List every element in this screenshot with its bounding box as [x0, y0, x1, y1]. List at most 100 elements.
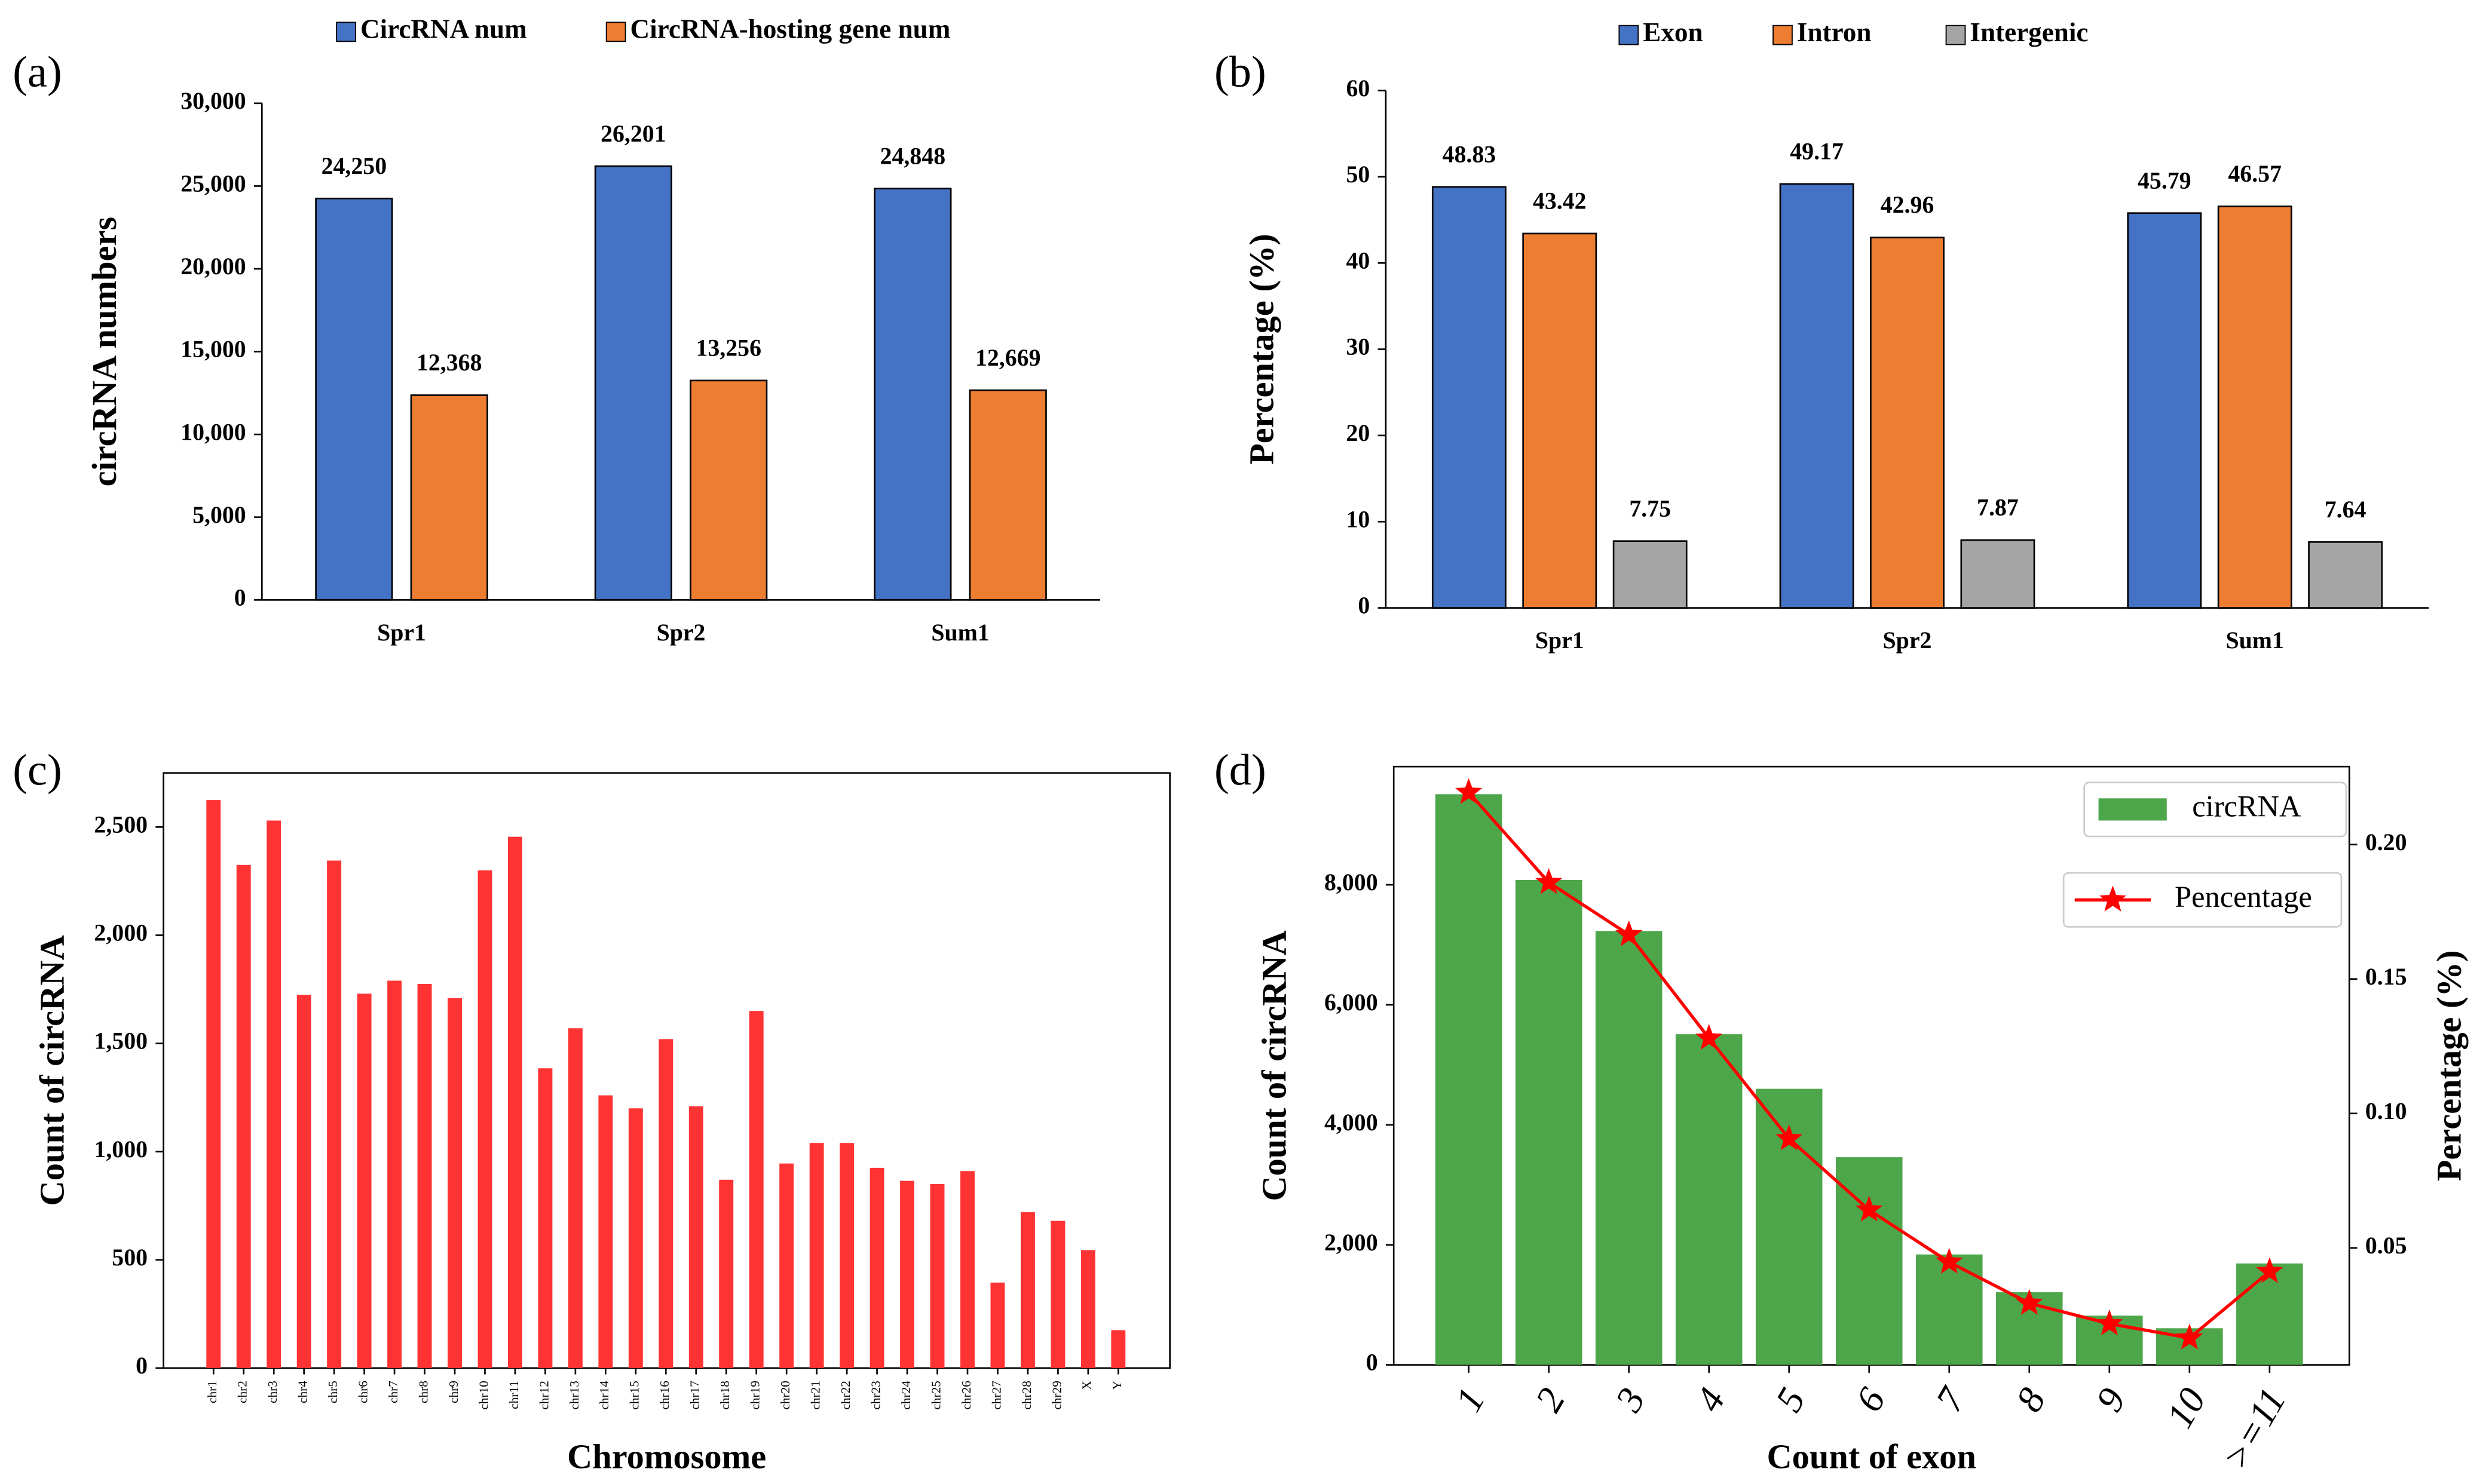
x-tick-label: chr19	[748, 1381, 763, 1409]
x-tick-label: 9	[2087, 1381, 2133, 1418]
bar	[508, 836, 522, 1368]
x-tick-label: chr23	[868, 1381, 883, 1409]
y-tick-label: 2,000	[94, 919, 148, 946]
legend-label: CircRNA-hosting gene num	[630, 14, 951, 44]
bar	[236, 864, 251, 1368]
x-tick-label: 4	[1687, 1381, 1733, 1418]
bar	[1111, 1330, 1126, 1368]
x-tick-label: 8	[2007, 1381, 2053, 1418]
y2-tick-label: 0.15	[2365, 963, 2407, 990]
bar	[1595, 931, 1663, 1365]
x-tick-label: chr9	[446, 1381, 461, 1403]
x-tick-label: chr20	[778, 1381, 792, 1409]
bar	[969, 389, 1047, 601]
bar	[870, 1167, 884, 1368]
bar	[1779, 183, 1854, 609]
bar	[688, 1106, 703, 1368]
bar	[1431, 186, 1507, 609]
y-tick-label: 4,000	[1324, 1109, 1378, 1136]
x-tick-label: chr17	[688, 1381, 702, 1410]
x-tick-label: 1	[1447, 1381, 1493, 1418]
bar	[930, 1184, 945, 1368]
value-label: 7.75	[1629, 495, 1671, 522]
line-marker	[1775, 1124, 1803, 1151]
bar	[267, 820, 281, 1368]
panel-label: (d)	[1214, 746, 1266, 795]
y-tick-label: 30	[1346, 333, 1370, 360]
bar	[1051, 1221, 1066, 1368]
value-label: 42.96	[1881, 191, 1934, 218]
y-tick-label: 0	[1366, 1349, 1378, 1376]
bar	[387, 980, 402, 1368]
bar	[2236, 1263, 2303, 1365]
bar	[2308, 541, 2383, 609]
x-tick-label: chr10	[476, 1381, 491, 1409]
bar	[448, 998, 462, 1368]
value-label: 24,250	[322, 152, 387, 179]
legend-box	[2083, 781, 2347, 838]
y-tick-label: 2,000	[1324, 1229, 1378, 1256]
bar	[960, 1171, 975, 1368]
x-tick-label: chr11	[507, 1381, 521, 1409]
line-marker	[2016, 1289, 2043, 1315]
x-tick-label: 3	[1606, 1381, 1653, 1419]
y-tick-label: 15,000	[180, 336, 246, 363]
line-marker	[1535, 868, 1563, 894]
x-tick-label: X	[1080, 1381, 1094, 1390]
x-tick-label: chr14	[597, 1381, 611, 1410]
x-tick-label: chr29	[1049, 1381, 1064, 1409]
line-marker	[1615, 920, 1643, 946]
x-tick-label: chr7	[386, 1381, 400, 1403]
bar	[417, 983, 432, 1368]
y-tick-label: 500	[112, 1244, 148, 1271]
y-tick-label: 0	[136, 1352, 148, 1379]
legend-label: circRNA	[2192, 789, 2301, 823]
y-axis-label: Count of circRNA	[1255, 930, 1294, 1201]
bar	[840, 1143, 855, 1368]
bar	[719, 1179, 734, 1368]
legend-box	[2062, 872, 2343, 928]
x-tick-label: chr27	[989, 1381, 1003, 1410]
bar	[1522, 232, 1597, 609]
line-marker	[1455, 778, 1483, 804]
y-axis-label: Count of circRNA	[32, 935, 71, 1206]
bar	[2127, 212, 2202, 609]
x-tick-label: chr1	[205, 1381, 219, 1403]
bar	[357, 994, 372, 1368]
bar	[327, 860, 342, 1368]
y-tick-label: 0	[234, 584, 246, 611]
x-tick-label: Spr1	[1535, 627, 1584, 654]
x-axis-label: Count of exon	[1767, 1437, 1976, 1476]
x-tick-label: chr6	[356, 1381, 370, 1403]
x-tick-label: 5	[1767, 1381, 1813, 1418]
bar	[1915, 1254, 1983, 1365]
value-label: 12,669	[975, 344, 1041, 371]
legend-swatch	[1945, 24, 1966, 45]
value-label: 7.64	[2325, 496, 2366, 523]
bar	[410, 394, 488, 601]
bar	[206, 800, 221, 1368]
bar	[1612, 540, 1688, 609]
bar	[1080, 1250, 1095, 1368]
bar	[779, 1163, 794, 1368]
bar	[594, 165, 672, 601]
bar	[690, 379, 768, 601]
y-tick-label: 30,000	[180, 87, 246, 114]
bar	[315, 197, 393, 601]
value-label: 43.42	[1533, 188, 1587, 214]
y-tick-label: 60	[1346, 75, 1370, 102]
value-label: 49.17	[1790, 138, 1844, 165]
x-tick-label: chr22	[838, 1381, 853, 1409]
bar	[538, 1068, 553, 1368]
bar	[1020, 1212, 1035, 1368]
y2-axis-label: Percentage (%)	[2429, 951, 2468, 1182]
x-tick-label: chr12	[537, 1381, 551, 1409]
legend-label: CircRNA num	[360, 14, 527, 44]
x-tick-label: chr16	[657, 1381, 672, 1409]
x-tick-label: Y	[1110, 1381, 1124, 1390]
y-tick-label: 20	[1346, 419, 1370, 446]
x-tick-label: chr4	[296, 1381, 310, 1403]
x-tick-label: 7	[1927, 1379, 1974, 1418]
y2-tick-label: 0.20	[2365, 829, 2407, 856]
y-tick-label: 10	[1346, 505, 1370, 532]
